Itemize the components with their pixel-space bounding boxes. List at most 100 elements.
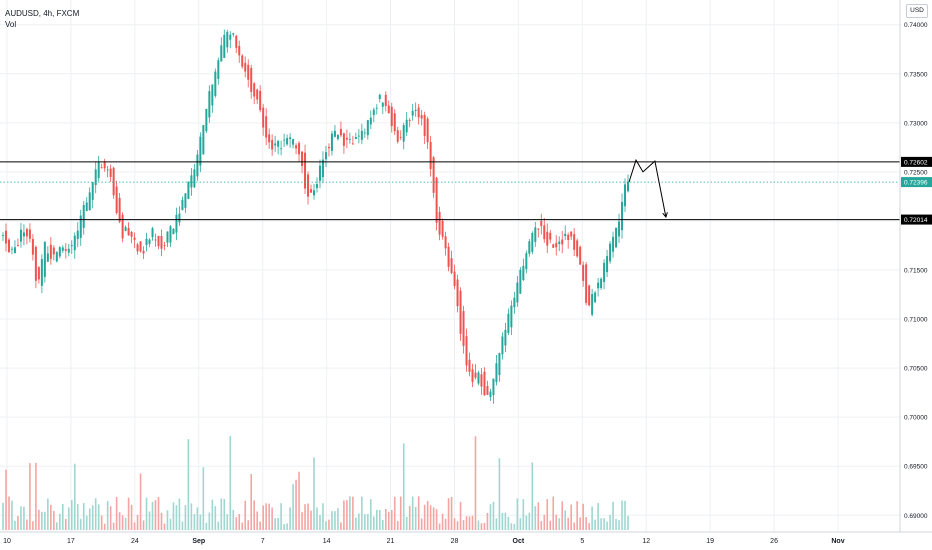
candle-body [507, 313, 510, 333]
candle-body [360, 130, 363, 140]
candle-body [34, 246, 37, 281]
candle-body [357, 135, 360, 137]
candle-body [109, 168, 112, 178]
candle-body [423, 114, 426, 137]
candle-body [378, 94, 381, 100]
volume-bar [247, 520, 250, 530]
candle-body [519, 269, 522, 294]
candle-body [417, 107, 420, 118]
candle-body [142, 250, 145, 254]
candle-body [124, 227, 127, 232]
candle-body [172, 228, 175, 235]
volume-bar [97, 504, 100, 530]
candle-body [220, 45, 223, 62]
candle-body [160, 236, 163, 249]
candle-body [235, 35, 238, 48]
volume-bar [540, 521, 543, 530]
volume-bar [310, 510, 312, 530]
candle-body [396, 130, 399, 142]
candle-body [67, 248, 70, 253]
volume-bar [420, 518, 423, 530]
volume-bar [133, 522, 136, 530]
volume-bar [435, 509, 438, 530]
candle-body [112, 167, 115, 196]
volume-bar [157, 497, 160, 530]
candle-body [313, 190, 316, 196]
price-tick-label: 0.71000 [904, 317, 928, 324]
volume-bar [232, 509, 235, 530]
volume-bar [495, 518, 498, 530]
volume-bar [271, 507, 273, 530]
candle-body [22, 232, 25, 237]
candle-body [390, 106, 393, 127]
candle-body [543, 225, 546, 240]
candle-body [387, 105, 390, 114]
volume-bar [118, 512, 121, 530]
candle-body [345, 137, 348, 140]
volume-bar [250, 473, 253, 530]
candle-body [570, 231, 573, 237]
candle-body [489, 391, 492, 398]
volume-bar [253, 500, 255, 530]
candle-body [178, 213, 181, 223]
volume-bar [471, 515, 474, 530]
candle-body [139, 241, 142, 252]
volume-bar [35, 462, 37, 530]
price-axis: 0.740000.735000.730000.725000.720000.715… [904, 22, 928, 520]
volume-bar [91, 505, 94, 530]
volume-bar [381, 519, 384, 530]
price-tick-label: 0.70000 [904, 415, 928, 422]
candle-body [184, 193, 187, 208]
candle-body [211, 84, 214, 106]
volume-bar [307, 503, 309, 530]
volume-bar [64, 518, 67, 530]
volume-bar [11, 500, 13, 530]
candle-body [315, 184, 318, 189]
volume-bar [124, 517, 127, 530]
candle-body [25, 229, 28, 237]
volume-bar [2, 502, 4, 530]
candle-body [447, 246, 450, 267]
candle-body [564, 233, 567, 236]
candle-body [585, 264, 588, 303]
volume-bar [340, 522, 342, 530]
volume-bar [136, 514, 139, 530]
volume-bar [85, 515, 88, 530]
candle-body [130, 231, 133, 237]
candle-body [411, 110, 414, 116]
volume-bar [166, 510, 169, 530]
currency-button[interactable]: USD [906, 4, 928, 18]
candle-body [94, 169, 97, 186]
volume-bar [262, 505, 264, 530]
volume-bar [79, 518, 82, 530]
volume-bar [38, 509, 40, 530]
candle-body [591, 294, 594, 315]
price-tick-label: 0.71500 [904, 268, 928, 275]
volume-bar [121, 515, 124, 530]
candle-body [4, 230, 7, 244]
candle-body [582, 264, 585, 281]
volume-bar [283, 523, 285, 530]
candle-body [318, 165, 321, 181]
volume-bar [525, 515, 528, 530]
candle-body [588, 285, 591, 306]
candle-body [462, 311, 465, 346]
volume-bar [67, 507, 70, 530]
candle-body [336, 134, 339, 139]
price-tick-label: 0.70500 [904, 366, 928, 373]
candle-body [289, 137, 292, 140]
candle-body [381, 102, 384, 107]
candle-body [82, 204, 85, 228]
candle-body [348, 139, 351, 140]
volume-bar [199, 514, 202, 530]
volume-bar [56, 522, 58, 530]
candle-body [31, 239, 34, 255]
volume-bar [399, 496, 402, 530]
volume-bar [217, 521, 220, 530]
candle-body [555, 242, 558, 248]
candle-body [468, 359, 471, 372]
volume-bar [498, 458, 501, 530]
volume-bar [349, 496, 351, 530]
candle-body [438, 211, 441, 235]
